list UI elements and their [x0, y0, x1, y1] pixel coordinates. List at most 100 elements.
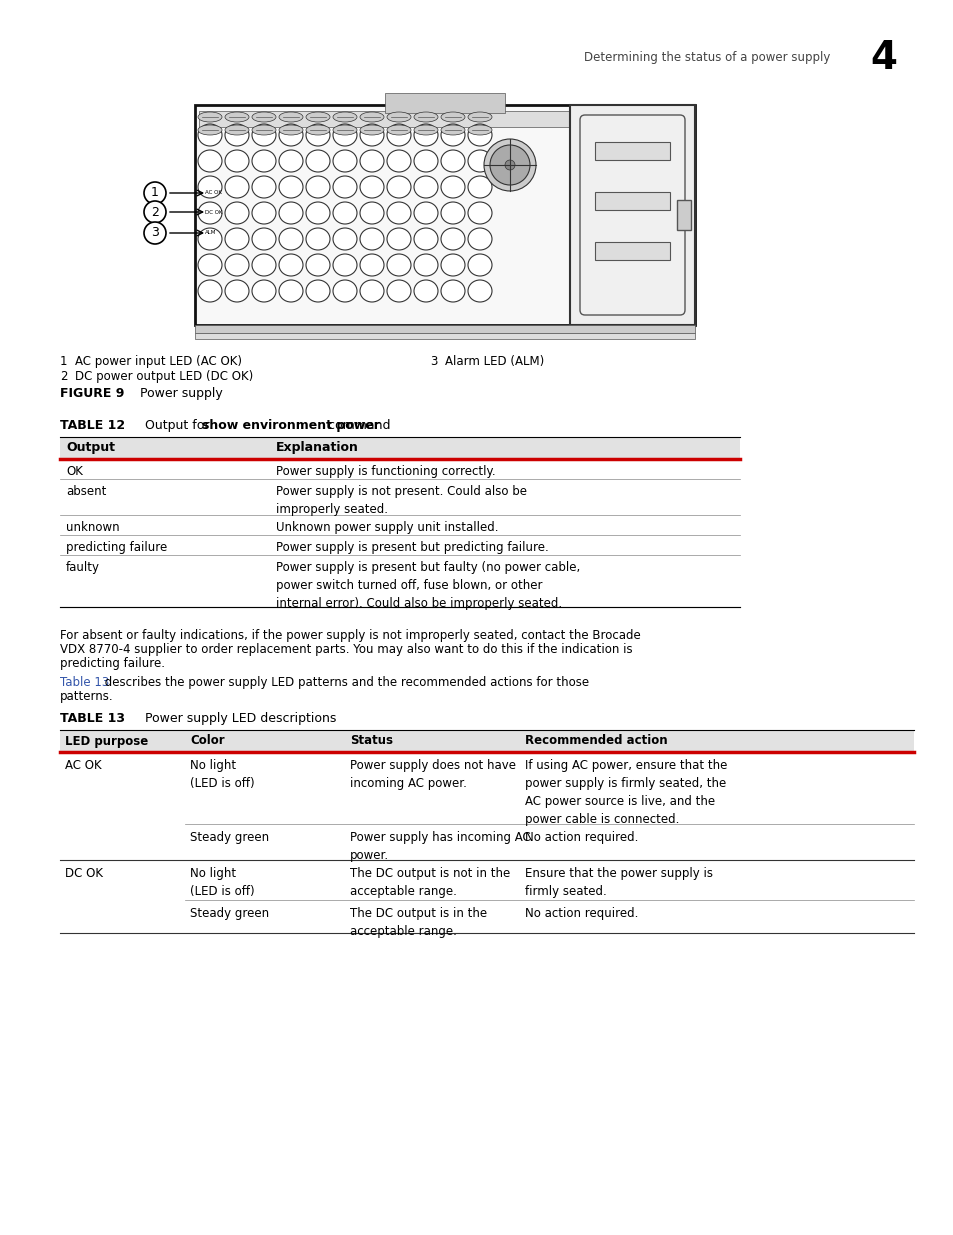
- Circle shape: [144, 201, 166, 224]
- Ellipse shape: [198, 149, 222, 172]
- Ellipse shape: [359, 228, 384, 249]
- Ellipse shape: [414, 149, 437, 172]
- Ellipse shape: [468, 149, 492, 172]
- Ellipse shape: [359, 149, 384, 172]
- Text: TABLE 13: TABLE 13: [60, 713, 125, 725]
- Ellipse shape: [225, 280, 249, 303]
- Circle shape: [490, 144, 530, 185]
- Text: Explanation: Explanation: [275, 441, 358, 454]
- Ellipse shape: [225, 149, 249, 172]
- Ellipse shape: [306, 112, 330, 122]
- Text: Color: Color: [190, 735, 224, 747]
- Ellipse shape: [278, 112, 303, 122]
- Ellipse shape: [414, 112, 437, 122]
- Circle shape: [504, 161, 515, 170]
- Text: 3: 3: [151, 226, 159, 240]
- Ellipse shape: [278, 280, 303, 303]
- Ellipse shape: [387, 112, 411, 122]
- Ellipse shape: [198, 280, 222, 303]
- Text: describes the power supply LED patterns and the recommended actions for those: describes the power supply LED patterns …: [101, 676, 588, 689]
- Ellipse shape: [468, 124, 492, 146]
- Text: unknown: unknown: [66, 521, 119, 534]
- Text: 2: 2: [60, 370, 68, 383]
- Text: Alarm LED (ALM): Alarm LED (ALM): [444, 354, 543, 368]
- Bar: [677, 200, 690, 230]
- Text: ALM: ALM: [205, 231, 216, 236]
- Text: No light
(LED is off): No light (LED is off): [190, 867, 254, 898]
- Text: Power supply: Power supply: [140, 387, 222, 400]
- Ellipse shape: [440, 203, 464, 224]
- Bar: [199, 111, 690, 127]
- Ellipse shape: [333, 228, 356, 249]
- Ellipse shape: [468, 254, 492, 275]
- Ellipse shape: [414, 177, 437, 198]
- Circle shape: [483, 140, 536, 191]
- Ellipse shape: [387, 203, 411, 224]
- Text: DC OK: DC OK: [205, 210, 222, 215]
- Ellipse shape: [387, 228, 411, 249]
- Ellipse shape: [468, 203, 492, 224]
- Text: 1: 1: [60, 354, 68, 368]
- Ellipse shape: [387, 254, 411, 275]
- Text: For absent or faulty indications, if the power supply is not improperly seated, : For absent or faulty indications, if the…: [60, 629, 640, 642]
- Ellipse shape: [387, 124, 411, 146]
- Text: TABLE 12: TABLE 12: [60, 419, 125, 432]
- Ellipse shape: [440, 280, 464, 303]
- Ellipse shape: [198, 112, 222, 122]
- Ellipse shape: [333, 254, 356, 275]
- Ellipse shape: [252, 280, 275, 303]
- Ellipse shape: [225, 124, 249, 146]
- Ellipse shape: [278, 124, 303, 146]
- Text: If using AC power, ensure that the
power supply is firmly seated, the
AC power s: If using AC power, ensure that the power…: [524, 760, 726, 826]
- Ellipse shape: [225, 112, 249, 122]
- Ellipse shape: [387, 149, 411, 172]
- Ellipse shape: [414, 228, 437, 249]
- Bar: [194, 325, 695, 333]
- Ellipse shape: [468, 112, 492, 122]
- Text: faulty: faulty: [66, 561, 100, 574]
- Circle shape: [144, 182, 166, 204]
- Ellipse shape: [440, 125, 464, 135]
- Ellipse shape: [440, 254, 464, 275]
- Text: Status: Status: [350, 735, 393, 747]
- Text: Ensure that the power supply is
firmly seated.: Ensure that the power supply is firmly s…: [524, 867, 712, 898]
- Ellipse shape: [468, 280, 492, 303]
- Text: Steady green: Steady green: [190, 906, 269, 920]
- Text: Unknown power supply unit installed.: Unknown power supply unit installed.: [275, 521, 498, 534]
- Ellipse shape: [333, 112, 356, 122]
- Ellipse shape: [333, 124, 356, 146]
- Text: predicting failure: predicting failure: [66, 541, 167, 555]
- Ellipse shape: [278, 254, 303, 275]
- Text: show environment power: show environment power: [201, 419, 379, 432]
- Ellipse shape: [225, 125, 249, 135]
- Ellipse shape: [225, 228, 249, 249]
- Text: No action required.: No action required.: [524, 831, 638, 844]
- Ellipse shape: [225, 177, 249, 198]
- Ellipse shape: [333, 280, 356, 303]
- Text: AC OK: AC OK: [65, 760, 102, 772]
- Text: No action required.: No action required.: [524, 906, 638, 920]
- Text: Power supply is present but faulty (no power cable,
power switch turned off, fus: Power supply is present but faulty (no p…: [275, 561, 579, 610]
- Ellipse shape: [359, 177, 384, 198]
- Text: predicting failure.: predicting failure.: [60, 657, 165, 671]
- Ellipse shape: [306, 280, 330, 303]
- Text: DC OK: DC OK: [65, 867, 103, 881]
- Text: FIGURE 9: FIGURE 9: [60, 387, 124, 400]
- Text: VDX 8770-4 supplier to order replacement parts. You may also want to do this if : VDX 8770-4 supplier to order replacement…: [60, 643, 632, 656]
- Text: The DC output is in the
acceptable range.: The DC output is in the acceptable range…: [350, 906, 487, 939]
- Ellipse shape: [252, 149, 275, 172]
- Ellipse shape: [252, 203, 275, 224]
- Ellipse shape: [306, 228, 330, 249]
- Text: The DC output is not in the
acceptable range.: The DC output is not in the acceptable r…: [350, 867, 510, 898]
- Text: absent: absent: [66, 485, 107, 498]
- Ellipse shape: [225, 254, 249, 275]
- Ellipse shape: [278, 203, 303, 224]
- Ellipse shape: [333, 203, 356, 224]
- Ellipse shape: [387, 125, 411, 135]
- Text: No light
(LED is off): No light (LED is off): [190, 760, 254, 790]
- Ellipse shape: [440, 228, 464, 249]
- Text: 3: 3: [430, 354, 436, 368]
- Bar: [194, 105, 695, 325]
- Ellipse shape: [333, 125, 356, 135]
- Ellipse shape: [359, 125, 384, 135]
